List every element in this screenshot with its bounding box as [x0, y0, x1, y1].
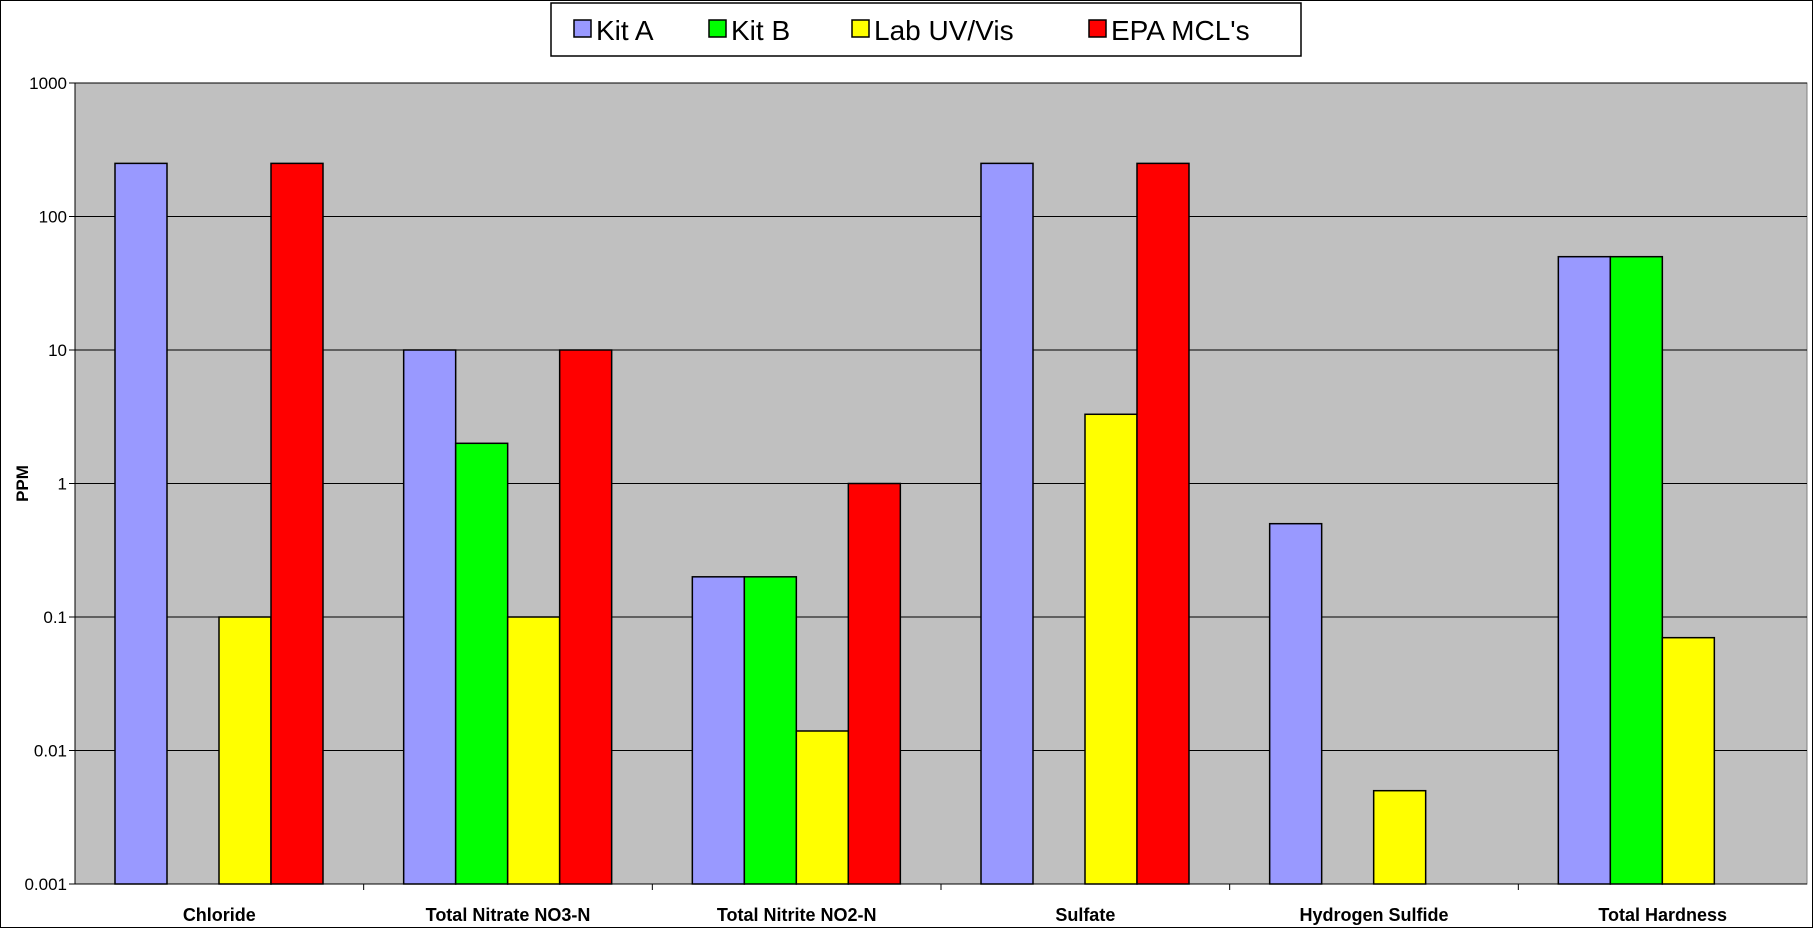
- y-tick-label: 1: [58, 475, 67, 494]
- bar-lab-uv-vis-hydrogen-sulfide: [1372, 789, 1427, 885]
- bar-kit-a-total-nitrite-no2-n: [691, 576, 746, 885]
- x-tick-label: Chloride: [183, 905, 256, 925]
- legend-label-lab-uv-vis: Lab UV/Vis: [874, 15, 1014, 46]
- bar-kit-b-total-hardness: [1609, 255, 1664, 885]
- legend-label-kit-a: Kit A: [596, 15, 654, 46]
- legend-label-kit-b: Kit B: [731, 15, 790, 46]
- bar-lab-uv-vis-chloride: [218, 616, 272, 885]
- y-tick-label: 100: [39, 208, 67, 227]
- y-tick-label: 0.01: [34, 742, 67, 761]
- bar-lab-uv-vis-total-nitrate-no3-n: [506, 616, 561, 885]
- bar-kit-a-chloride: [114, 162, 168, 885]
- legend-swatch-lab-uv-vis: [851, 19, 870, 38]
- bar-epa-mcl-s-sulfate: [1136, 162, 1190, 885]
- x-tick-label: Total Hardness: [1598, 905, 1727, 925]
- y-tick-label: 0.1: [43, 608, 67, 627]
- bar-kit-a-hydrogen-sulfide: [1268, 522, 1323, 885]
- bar-kit-a-sulfate: [980, 162, 1034, 885]
- bar-lab-uv-vis-sulfate: [1084, 413, 1138, 885]
- legend-box: [550, 2, 1302, 57]
- x-tick-label: Sulfate: [1055, 905, 1115, 925]
- y-tick-label: 1000: [29, 74, 67, 93]
- bar-kit-a-total-hardness: [1557, 255, 1612, 885]
- x-tick-label: Hydrogen Sulfide: [1299, 905, 1448, 925]
- legend-swatch-epa-mcl-s: [1088, 19, 1107, 38]
- y-axis-title: PPM: [13, 465, 32, 502]
- bar-epa-mcl-s-total-nitrate-no3-n: [558, 349, 613, 885]
- x-tick-label: Total Nitrite NO2-N: [717, 905, 877, 925]
- y-tick-label: 0.001: [24, 875, 67, 894]
- bar-kit-a-total-nitrate-no3-n: [402, 349, 457, 885]
- bar-epa-mcl-s-chloride: [270, 162, 324, 885]
- y-tick-label: 10: [48, 341, 67, 360]
- bar-lab-uv-vis-total-nitrite-no2-n: [795, 730, 850, 885]
- legend-swatch-kit-b: [708, 19, 727, 38]
- bar-kit-b-total-nitrite-no2-n: [743, 576, 798, 885]
- legend-swatch-kit-a: [573, 19, 592, 38]
- bar-epa-mcl-s-total-nitrite-no2-n: [847, 482, 902, 885]
- bar-kit-b-total-nitrate-no3-n: [454, 442, 509, 885]
- legend-label-epa-mcl-s: EPA MCL's: [1111, 15, 1250, 46]
- bar-lab-uv-vis-total-hardness: [1661, 636, 1716, 885]
- x-tick-label: Total Nitrate NO3-N: [426, 905, 591, 925]
